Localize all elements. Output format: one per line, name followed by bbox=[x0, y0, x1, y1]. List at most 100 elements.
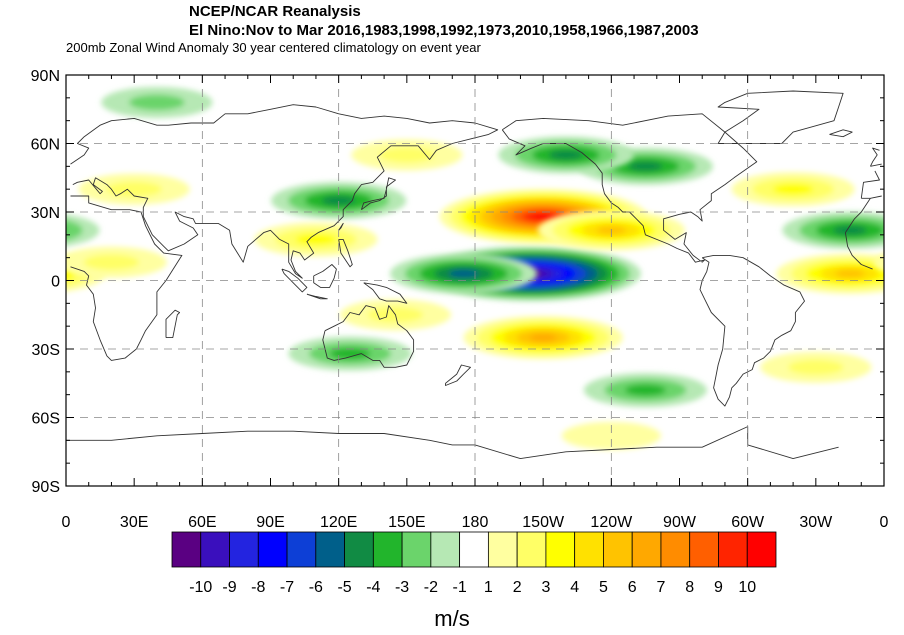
colorbar-swatch bbox=[746, 531, 777, 568]
anomaly-feature bbox=[498, 136, 634, 174]
lon-label: 0 bbox=[880, 514, 889, 531]
lat-label: 90S bbox=[32, 479, 60, 496]
colorbar-swatch bbox=[603, 531, 633, 568]
contour-band bbox=[835, 269, 865, 278]
colorbar bbox=[171, 531, 777, 568]
anomaly-feature bbox=[0, 172, 855, 207]
contour-band bbox=[788, 359, 844, 376]
colorbar-label: 8 bbox=[685, 579, 694, 596]
anomaly-field bbox=[0, 86, 904, 450]
lat-label: 90N bbox=[31, 68, 60, 85]
contour-band bbox=[624, 384, 666, 396]
coastline bbox=[338, 222, 344, 231]
lon-label: 120E bbox=[320, 514, 357, 531]
contour-band bbox=[66, 219, 83, 241]
contour-band bbox=[628, 161, 663, 171]
coastline bbox=[66, 426, 839, 460]
lon-label: 60W bbox=[731, 514, 765, 531]
contour-band bbox=[561, 421, 661, 450]
colorbar-label: -4 bbox=[366, 579, 380, 596]
contour-band bbox=[833, 225, 867, 235]
anomaly-feature bbox=[15, 211, 884, 249]
coastline bbox=[70, 104, 882, 279]
anomaly-feature bbox=[351, 139, 463, 171]
colorbar-swatch bbox=[286, 531, 317, 568]
lon-label: 180 bbox=[462, 514, 489, 531]
contour-band bbox=[0, 178, 16, 201]
coastline bbox=[363, 282, 408, 304]
contour-band bbox=[448, 269, 479, 278]
lat-label: 0 bbox=[51, 274, 60, 291]
coastline bbox=[360, 177, 396, 211]
lon-label: 90E bbox=[256, 514, 284, 531]
colorbar-swatch bbox=[487, 531, 518, 568]
colorbar-label: -3 bbox=[395, 579, 409, 596]
colorbar-label: 6 bbox=[628, 579, 637, 596]
colorbar-label: 2 bbox=[513, 579, 522, 596]
contour-band bbox=[15, 226, 49, 235]
coastline bbox=[717, 90, 844, 144]
anomaly-feature bbox=[583, 373, 708, 408]
contour-band bbox=[83, 254, 140, 271]
colorbar-swatch bbox=[574, 531, 604, 568]
contour-band bbox=[532, 213, 554, 220]
chart-title: NCEP/NCAR Reanalysis bbox=[189, 3, 361, 20]
coastline bbox=[313, 264, 337, 288]
coastlines bbox=[0, 90, 882, 460]
colorbar-labels: -10 -9 -8 -7 -6 -5 -4 -3 -2 -1 1 2 3 4 5 6 7 8 9 10 bbox=[189, 579, 756, 596]
contour-band bbox=[129, 94, 185, 111]
colorbar-label: -1 bbox=[453, 579, 467, 596]
anomaly-feature bbox=[561, 421, 661, 450]
coastline bbox=[445, 364, 471, 386]
coastline bbox=[306, 293, 328, 300]
lon-label: 0 bbox=[62, 514, 71, 531]
lat-label: 60S bbox=[32, 411, 60, 428]
coastline bbox=[0, 91, 25, 144]
colorbar-swatch bbox=[689, 531, 719, 568]
colorbar-swatch bbox=[516, 531, 547, 568]
colorbar-swatch bbox=[631, 531, 662, 568]
contour-band bbox=[0, 359, 26, 375]
contour-band bbox=[529, 333, 557, 342]
colorbar-label: 7 bbox=[656, 579, 665, 596]
map-ticks bbox=[65, 74, 885, 487]
lat-label: 30S bbox=[32, 342, 60, 359]
colorbar-label: 10 bbox=[738, 579, 756, 596]
colorbar-label: -5 bbox=[337, 579, 351, 596]
colorbar-swatch bbox=[459, 531, 489, 568]
lon-label: 30W bbox=[799, 514, 833, 531]
contour-band bbox=[0, 172, 37, 206]
contour-band bbox=[66, 265, 77, 282]
lon-label: 30E bbox=[120, 514, 148, 531]
coastline bbox=[869, 147, 882, 167]
contour-band bbox=[321, 195, 356, 206]
coastline bbox=[70, 195, 873, 361]
anomaly-feature bbox=[78, 173, 904, 205]
anomaly-feature bbox=[66, 246, 884, 278]
chart-subtitle: 200mb Zonal Wind Anomaly 30 year centere… bbox=[66, 40, 481, 55]
colorbar-swatch bbox=[430, 531, 461, 568]
contour-band bbox=[17, 270, 46, 278]
colorbar-swatch bbox=[718, 531, 748, 568]
lat-label: 30N bbox=[31, 205, 60, 222]
lon-label: 120W bbox=[590, 514, 633, 531]
coastline bbox=[281, 268, 308, 293]
contour-band bbox=[897, 174, 904, 205]
colorbar-label: -2 bbox=[424, 579, 438, 596]
lon-label: 150W bbox=[522, 514, 565, 531]
coastline bbox=[322, 305, 415, 368]
coastline bbox=[829, 129, 853, 138]
colorbar-label: 3 bbox=[541, 579, 550, 596]
colorbar-label: 5 bbox=[599, 579, 608, 596]
colorbar-swatch bbox=[229, 531, 259, 568]
contour-band bbox=[295, 233, 337, 246]
contour-band bbox=[66, 214, 100, 247]
longitude-labels: 0 30E 60E 90E 120E 150E 180 150W 120W 90W 60W 30W 0 bbox=[62, 514, 889, 531]
coastline bbox=[0, 427, 21, 459]
colorbar-swatch bbox=[401, 531, 432, 568]
colorbar-swatch bbox=[660, 531, 691, 568]
lon-label: 150E bbox=[388, 514, 425, 531]
colorbar-swatch bbox=[372, 531, 403, 568]
colorbar-swatch bbox=[545, 531, 576, 568]
